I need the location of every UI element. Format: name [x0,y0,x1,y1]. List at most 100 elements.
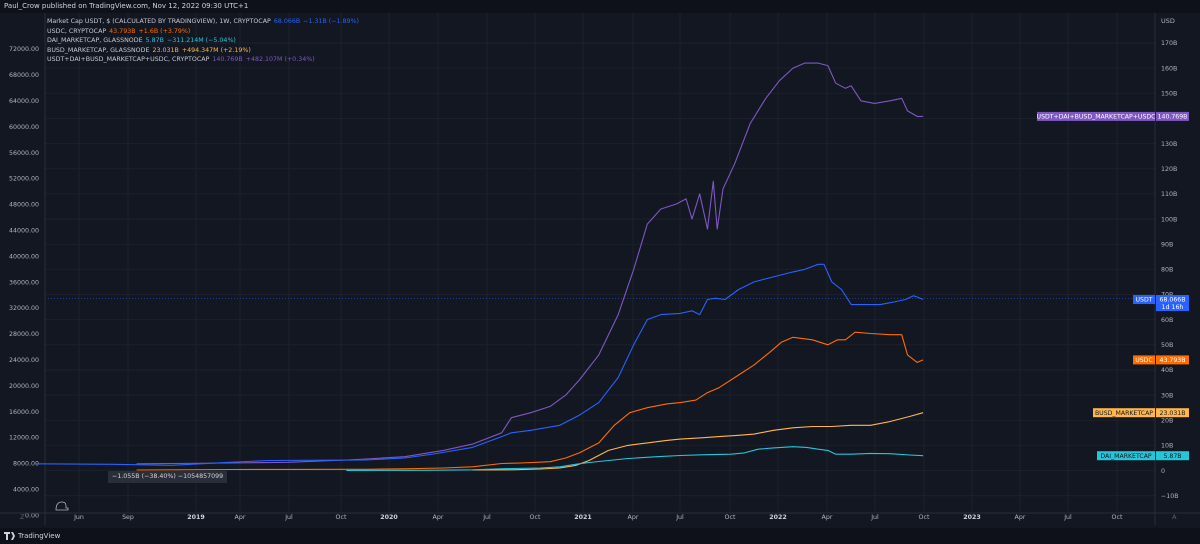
legend-change: +482.107M (+0.34%) [245,56,315,63]
series-group [35,62,924,471]
badge-busd-marketcap: BUSD_MARKETCAP 23.031B [1093,408,1189,418]
legend-change: +494.347M (+2.19%) [181,46,251,54]
left-axis-label: 56000.00 [9,150,39,157]
right-axis-label: 160B [1161,65,1177,72]
right-axis-label: 0 [1161,468,1165,475]
right-axis[interactable]: USD170B160B150B140B130B120B110B100B90B80… [1154,13,1179,525]
badge-value-bg [1156,408,1189,418]
zoom-icon: Z [20,513,25,521]
badge-dai-marketcap: DAI_MARKETCAP 5.87B [1097,451,1189,461]
legend-label: USDC, CRYPTOCAP [47,27,107,35]
time-axis-label: Oct [336,514,347,521]
series-badges: USDT+DAI+BUSD_MARKETCAP+USDC 140.769BUSDT… [1037,111,1189,461]
right-axis-label: 130B [1161,141,1177,148]
legend-change: +1.6B (+3.79%) [138,27,191,35]
time-axis-label: Jul [675,514,684,521]
left-axis-label: 24000.00 [9,357,39,364]
right-axis-label: 10B [1161,443,1173,450]
legend-row[interactable]: USDT+DAI+BUSD_MARKETCAP+USDC, CRYPTOCAP 1… [47,55,362,65]
badge-name-bg [1097,451,1155,461]
badge-extra-text: 1d 16h [1162,304,1184,311]
left-axis-label: 36000.00 [9,279,39,286]
left-axis-label: 60000.00 [9,124,39,131]
right-axis-label: 120B [1161,166,1177,173]
badge-value-text: 140.769B [1158,114,1188,121]
left-axis-label: 16000.00 [9,409,39,416]
right-axis-label: 80B [1161,267,1173,274]
replay-dino-icon [55,501,69,511]
badge-name-text: BUSD_MARKETCAP [1095,410,1153,417]
badge-name-text: USDT [1135,297,1152,304]
time-axis-label: Jul [482,514,491,521]
time-axis-label: Apr [1015,514,1026,521]
right-axis-label: −10B [1161,493,1179,500]
legend-label: USDT+DAI+BUSD_MARKETCAP+USDC, CRYPTOCAP [47,56,210,63]
badge-name-text: USDC [1135,357,1153,364]
legend-value: 43.793B [109,27,136,35]
right-axis-label: 20B [1161,417,1173,424]
price-chart[interactable]: 72000.00 68000.00 64000.00 60000.00 56000.00… [0,13,1200,528]
legend-row[interactable]: Market Cap USDT, $ (CALCULATED BY TRADIN… [47,17,362,27]
footer: TradingView [0,528,1200,544]
legend-value: 140.769B [212,56,243,63]
series-line-usdt-dai-busd-marketcap-usdc [136,62,924,465]
time-axis-label: Oct [530,514,541,521]
left-axis-label: 48000.00 [9,202,39,209]
right-axis-label: 40B [1161,367,1173,374]
left-axis-label: 52000.00 [9,176,39,183]
left-axis-label: 44000.00 [9,228,39,235]
time-axis-label: Sep [122,514,134,521]
grid [45,13,1155,511]
badge-value-text: 23.031B [1160,410,1186,417]
left-axis-label: 8000.00 [13,461,39,468]
right-axis-label: 50B [1161,342,1173,349]
tradingview-logo-icon[interactable] [4,532,15,540]
time-axis-label: Oct [919,514,930,521]
footer-brand[interactable]: TradingView [18,532,61,540]
legend-row[interactable]: BUSD_MARKETCAP, GLASSNODE 23.031B +494.347… [47,46,362,56]
badge-value-bg [1156,355,1189,365]
left-axis: 72000.00 68000.00 64000.00 60000.00 56000.00… [9,13,46,525]
badge-name-bg [1037,111,1155,121]
time-axis-label: Apr [433,514,444,521]
time-axis-label: Apr [822,514,833,521]
series-line-dai-marketcap [346,446,924,471]
legend-row[interactable]: USDC, CRYPTOCAP 43.793B +1.6B (+3.79%) [47,27,362,37]
time-axis[interactable]: Jun Sep 2019 Apr Jul Oct 2020 Apr Jul Oct 2021 Apr J… [0,512,1200,521]
time-axis-label: Jul [1063,514,1072,521]
time-axis-label: Jun [73,514,84,521]
badge-name-bg [1133,295,1155,305]
badge-name-bg [1133,355,1155,365]
series-line-usdc [136,331,924,471]
time-axis-label: 2020 [380,514,398,521]
badge-value-bg [1156,295,1189,312]
left-axis-label: 40000.00 [9,253,39,260]
right-axis-label: 150B [1161,91,1177,98]
badge-usdc: USDC 43.793B [1133,355,1189,365]
time-axis-label: 2021 [574,514,592,521]
time-axis-label: Oct [725,514,736,521]
badge-name-text: DAI_MARKETCAP [1100,453,1152,460]
left-axis-label: 72000.00 [9,46,39,53]
badge-usdt-dai-busd-marketcap-usdc: USDT+DAI+BUSD_MARKETCAP+USDC 140.769B [1037,111,1189,121]
time-axis-label: Jul [870,514,879,521]
badge-value-text: 68.066B [1160,297,1186,304]
time-axis-label: Oct [1112,514,1123,521]
left-axis-label: 68000.00 [9,72,39,79]
legend-row[interactable]: DAI_MARKETCAP, GLASSNODE 5.87B −311.214M (… [47,36,362,46]
time-axis-label: 2022 [769,514,787,521]
right-axis-unit: USD [1161,17,1175,25]
left-axis-label: 64000.00 [9,98,39,105]
legend-value: 68.066B [273,18,301,25]
series-line-usdt [35,263,924,466]
time-axis-label: Apr [628,514,639,521]
legend-label: Market Cap USDT, $ (CALCULATED BY TRADIN… [47,18,271,25]
auto-scale-icon: A [1172,513,1177,521]
badge-name-bg [1093,408,1155,418]
badge-value-bg [1156,111,1189,121]
left-axis-label: 28000.00 [9,331,39,338]
badge-name-text: USDT+DAI+BUSD_MARKETCAP+USDC [1037,114,1156,121]
